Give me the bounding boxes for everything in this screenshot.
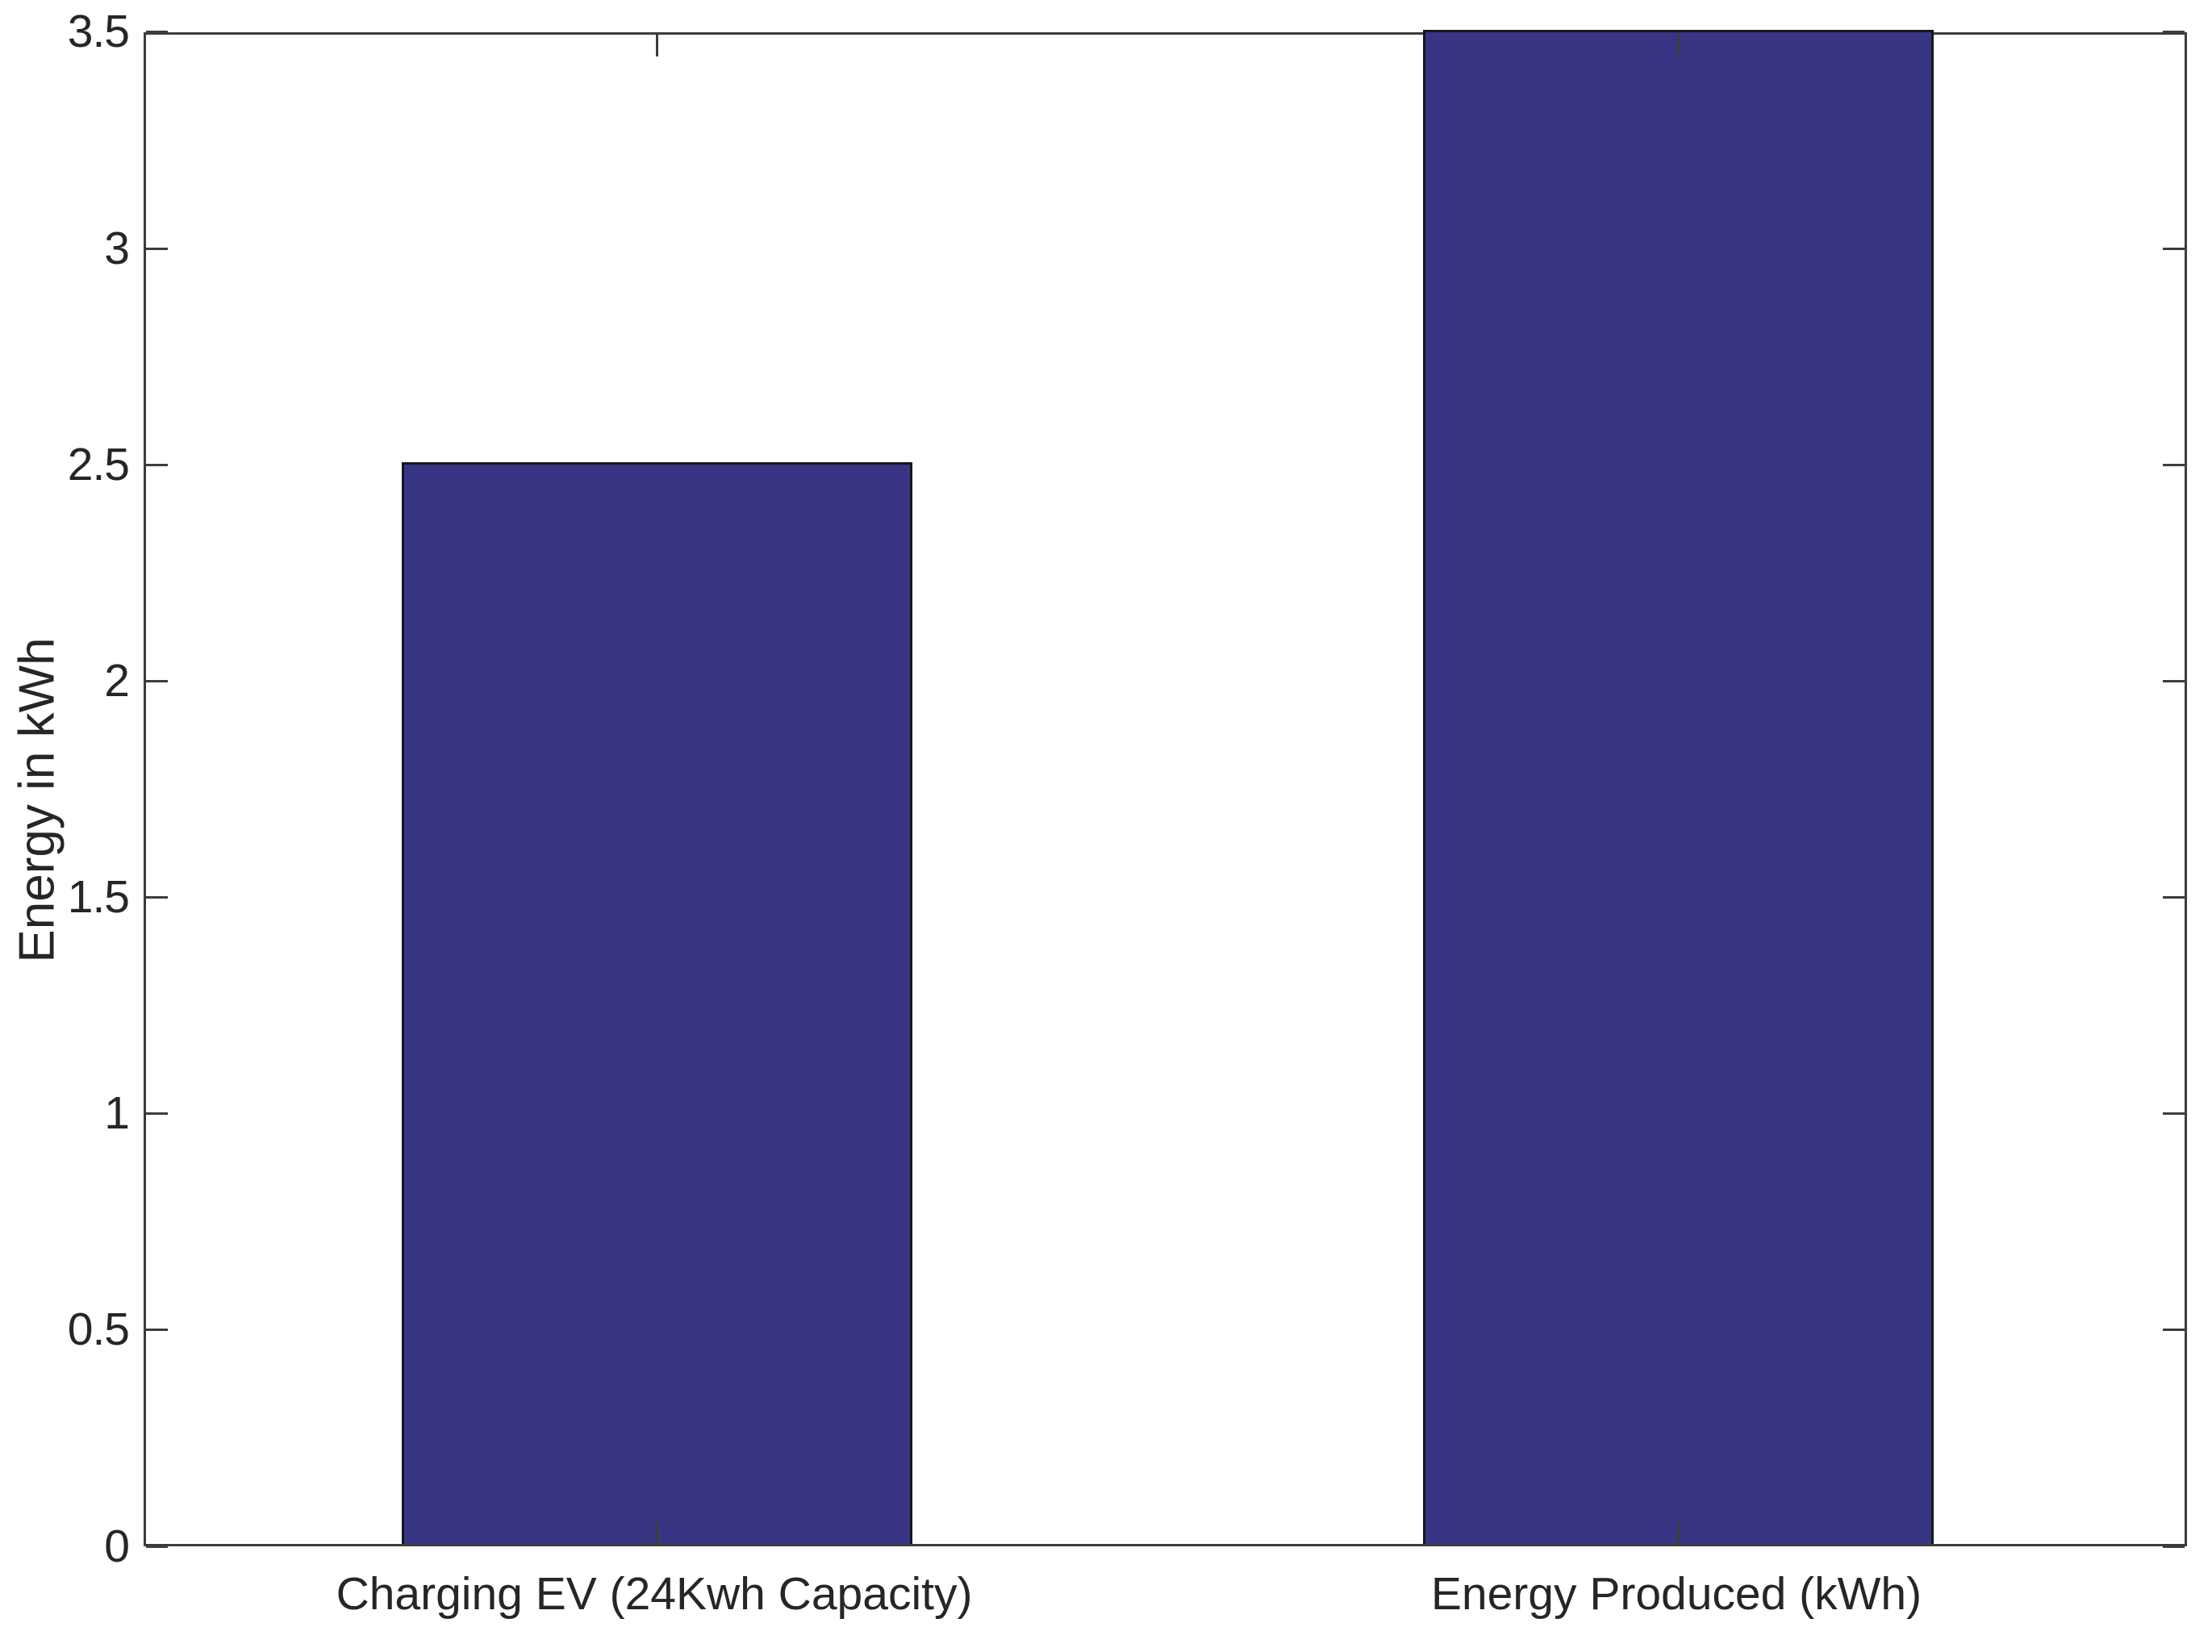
y-tick-label: 1 (104, 1087, 130, 1139)
bar (1423, 30, 1934, 1544)
y-tick-label: 1.5 (67, 871, 130, 923)
plot-area (144, 30, 2187, 1548)
x-tick-label: Energy Produced (kWh) (1430, 1568, 1922, 1620)
y-tick-mark (2163, 896, 2185, 899)
y-tick-mark (2163, 1329, 2185, 1331)
x-tick-mark (656, 1522, 658, 1544)
y-tick-mark (146, 896, 168, 899)
y-tick-label: 3.5 (67, 6, 130, 57)
y-tick-label: 0 (104, 1521, 130, 1572)
y-tick-mark (2163, 1112, 2185, 1115)
y-tick-mark (146, 1112, 168, 1115)
y-tick-mark (2163, 31, 2185, 33)
y-tick-mark (146, 680, 168, 682)
y-tick-mark (2163, 248, 2185, 250)
y-tick-label: 3 (104, 223, 130, 274)
y-tick-mark (146, 248, 168, 250)
y-tick-mark (2163, 464, 2185, 466)
x-tick-mark (1677, 35, 1680, 56)
x-tick-label: Charging EV (24Kwh Capacity) (336, 1568, 973, 1620)
y-tick-label: 2.5 (67, 439, 130, 490)
y-tick-mark (146, 1546, 168, 1548)
y-tick-mark (146, 1329, 168, 1331)
y-tick-mark (146, 31, 168, 33)
y-tick-mark (146, 464, 168, 466)
x-tick-mark (656, 35, 658, 56)
y-tick-mark (2163, 680, 2185, 682)
y-tick-label: 0.5 (67, 1304, 130, 1355)
y-tick-mark (2163, 1546, 2185, 1548)
y-tick-label: 2 (104, 655, 130, 707)
bar (402, 462, 912, 1544)
x-tick-mark (1677, 1522, 1680, 1544)
